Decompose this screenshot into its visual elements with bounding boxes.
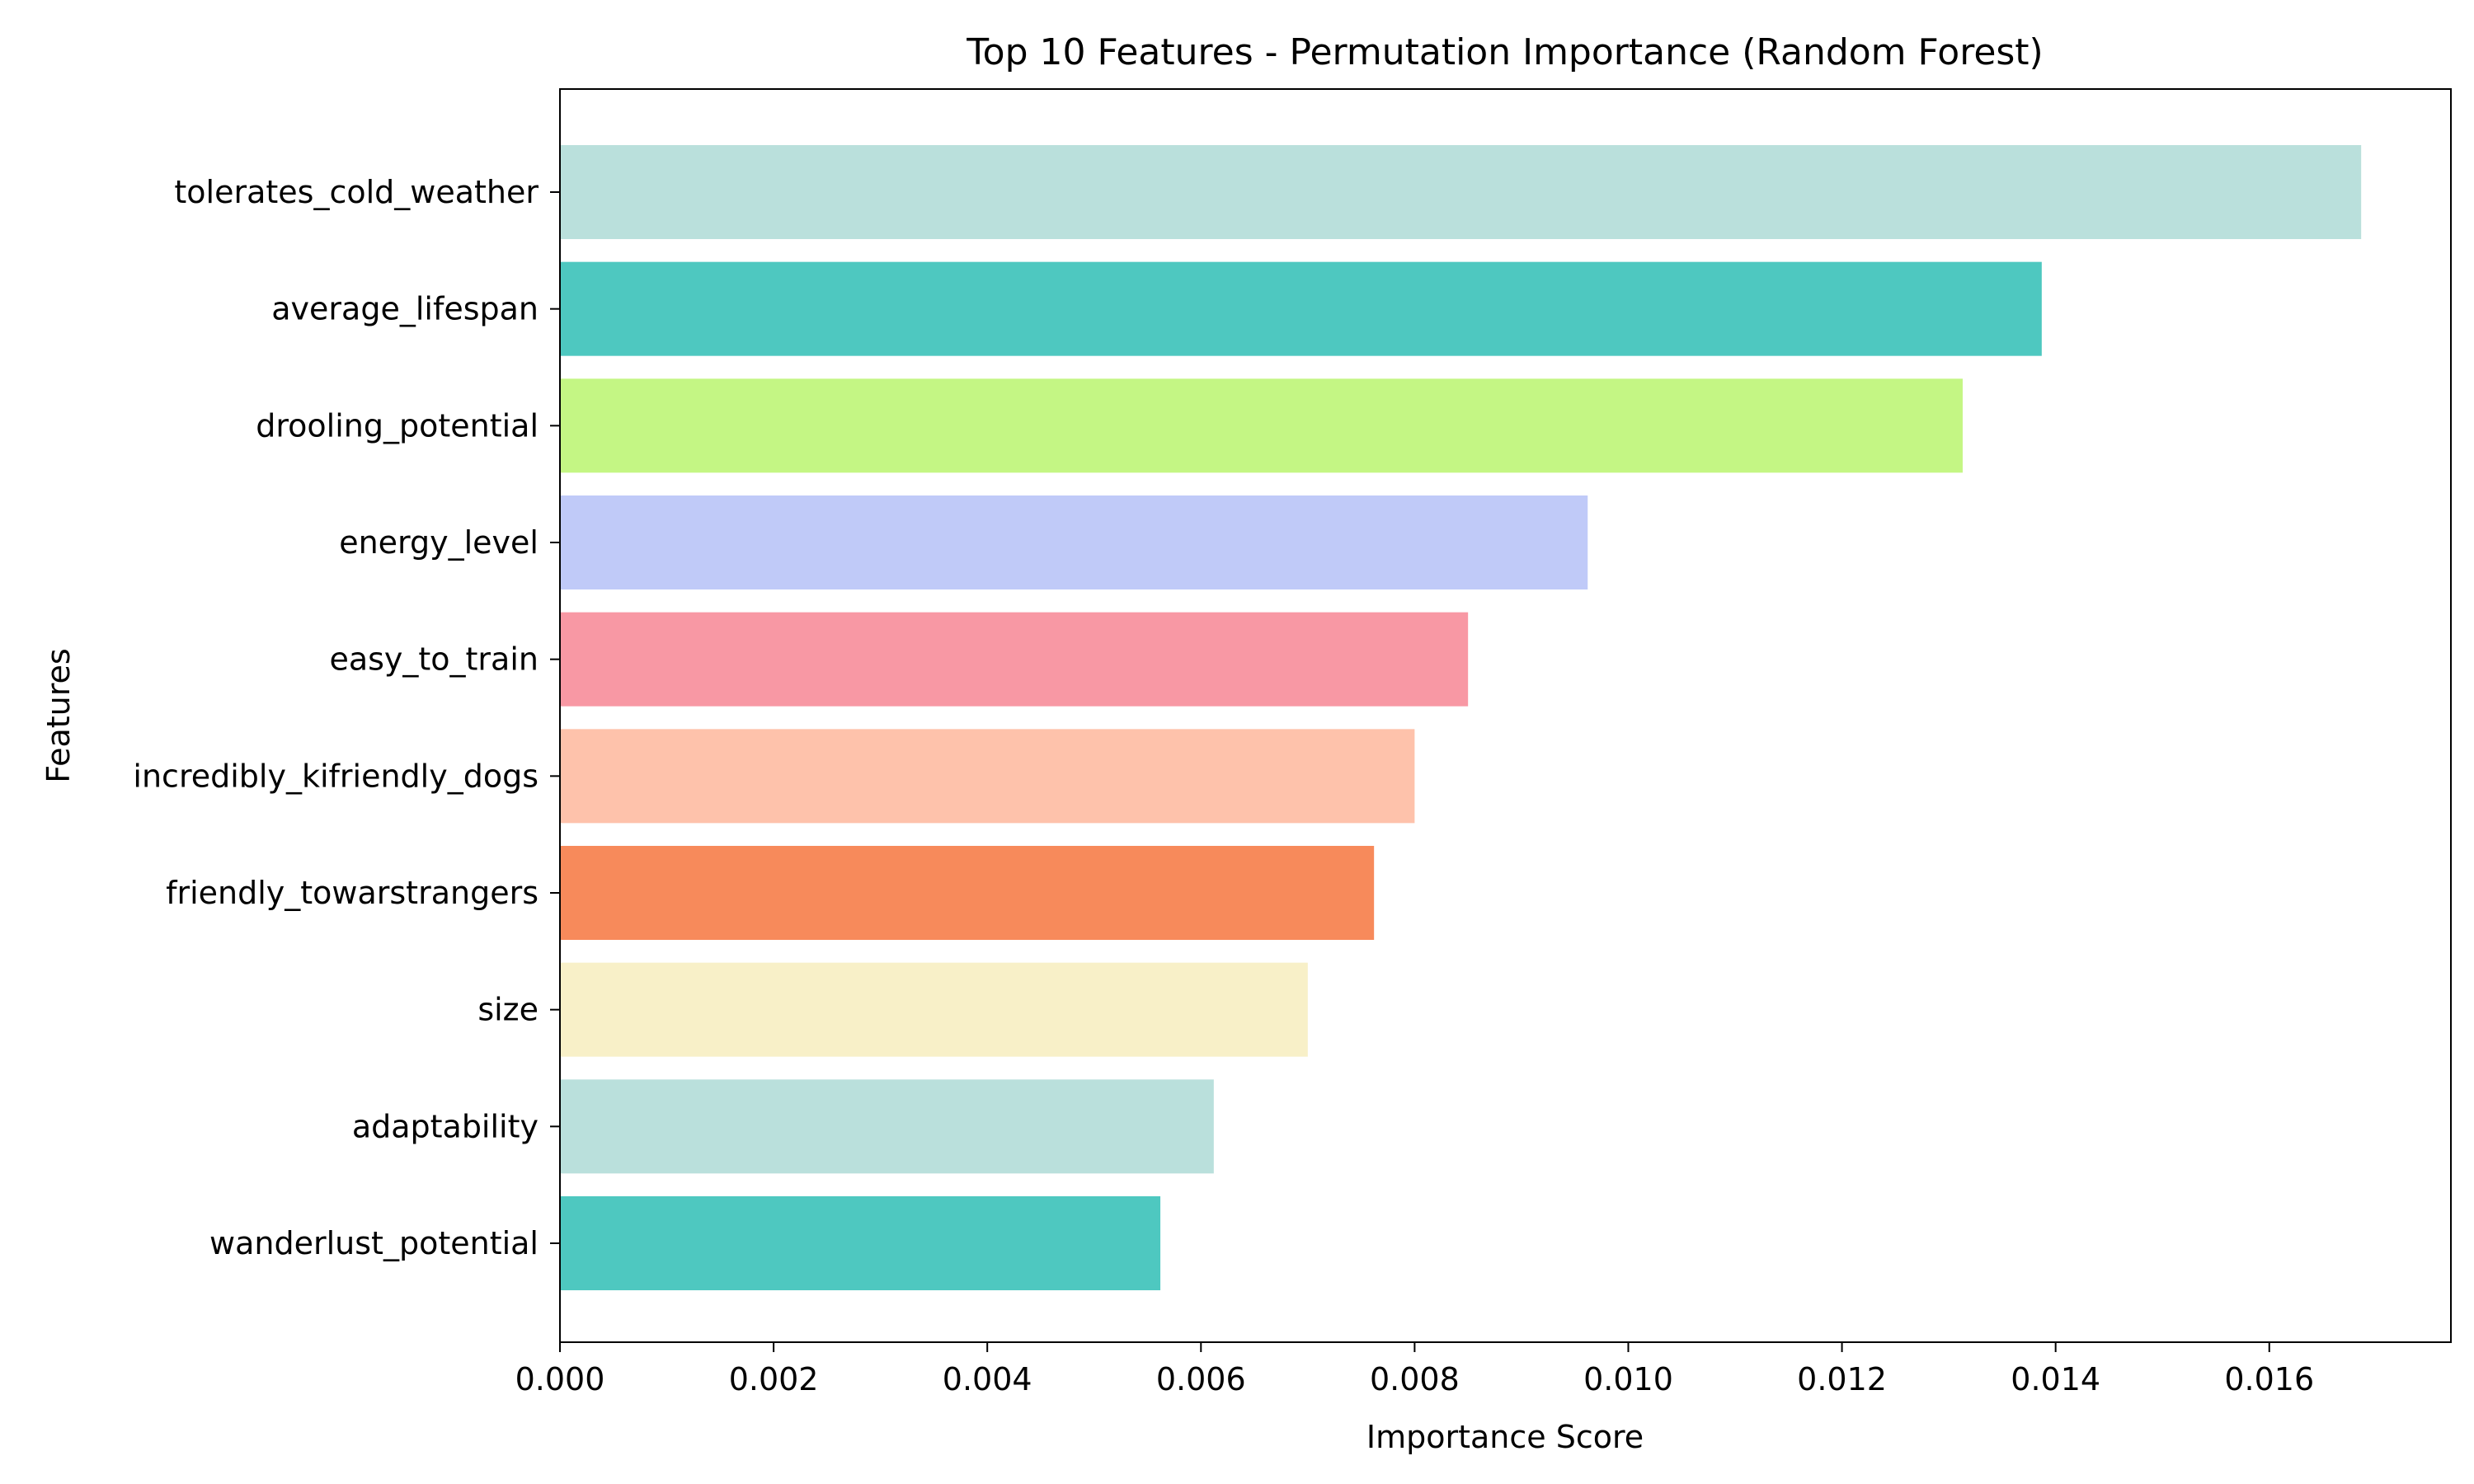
y-tick-label: friendly_towarstrangers xyxy=(166,875,539,911)
plot-frame xyxy=(559,88,2452,1343)
x-tick-label: 0.012 xyxy=(1797,1361,1887,1397)
y-tick-label: average_lifespan xyxy=(271,291,539,327)
y-tick-label: wanderlust_potential xyxy=(209,1225,539,1261)
bar-size xyxy=(560,962,1308,1057)
bar-adaptability xyxy=(560,1079,1214,1174)
bars-layer xyxy=(560,145,2362,1290)
y-tick-label: adaptability xyxy=(352,1108,539,1144)
x-tick-label: 0.016 xyxy=(2224,1361,2314,1397)
bar-tolerates_cold_weather xyxy=(560,145,2362,239)
y-tick-label: incredibly_kifriendly_dogs xyxy=(133,758,539,794)
ticks-layer: tolerates_cold_weather average_lifespandr… xyxy=(133,174,2314,1397)
bar-drooling_potential xyxy=(560,378,1963,473)
bar-easy_to_train xyxy=(560,612,1469,707)
y-tick-label: drooling_potential xyxy=(256,407,539,444)
x-tick-label: 0.010 xyxy=(1583,1361,1673,1397)
x-tick-label: 0.008 xyxy=(1370,1361,1460,1397)
bar-incredibly_kifriendly_dogs xyxy=(560,729,1415,824)
x-tick-label: 0.004 xyxy=(943,1361,1032,1397)
x-tick-label: 0.000 xyxy=(515,1361,605,1397)
bar-wanderlust_potential xyxy=(560,1196,1161,1290)
chart-title: Top 10 Features - Permutation Importance… xyxy=(966,31,2043,73)
y-tick-label: easy_to_train xyxy=(329,641,539,678)
y-tick-label: tolerates_cold_weather xyxy=(174,174,539,210)
bar-average_lifespan xyxy=(560,261,2042,356)
x-tick-label: 0.006 xyxy=(1156,1361,1246,1397)
x-tick-label: 0.014 xyxy=(2011,1361,2100,1397)
bar-friendly_towarstrangers xyxy=(560,846,1375,940)
x-tick-label: 0.002 xyxy=(729,1361,819,1397)
bar-energy_level xyxy=(560,495,1588,589)
y-axis-label: Features xyxy=(40,648,77,782)
y-tick-label: energy_level xyxy=(339,524,539,561)
x-axis-label: Importance Score xyxy=(1366,1419,1644,1455)
y-tick-label: size xyxy=(477,992,539,1028)
